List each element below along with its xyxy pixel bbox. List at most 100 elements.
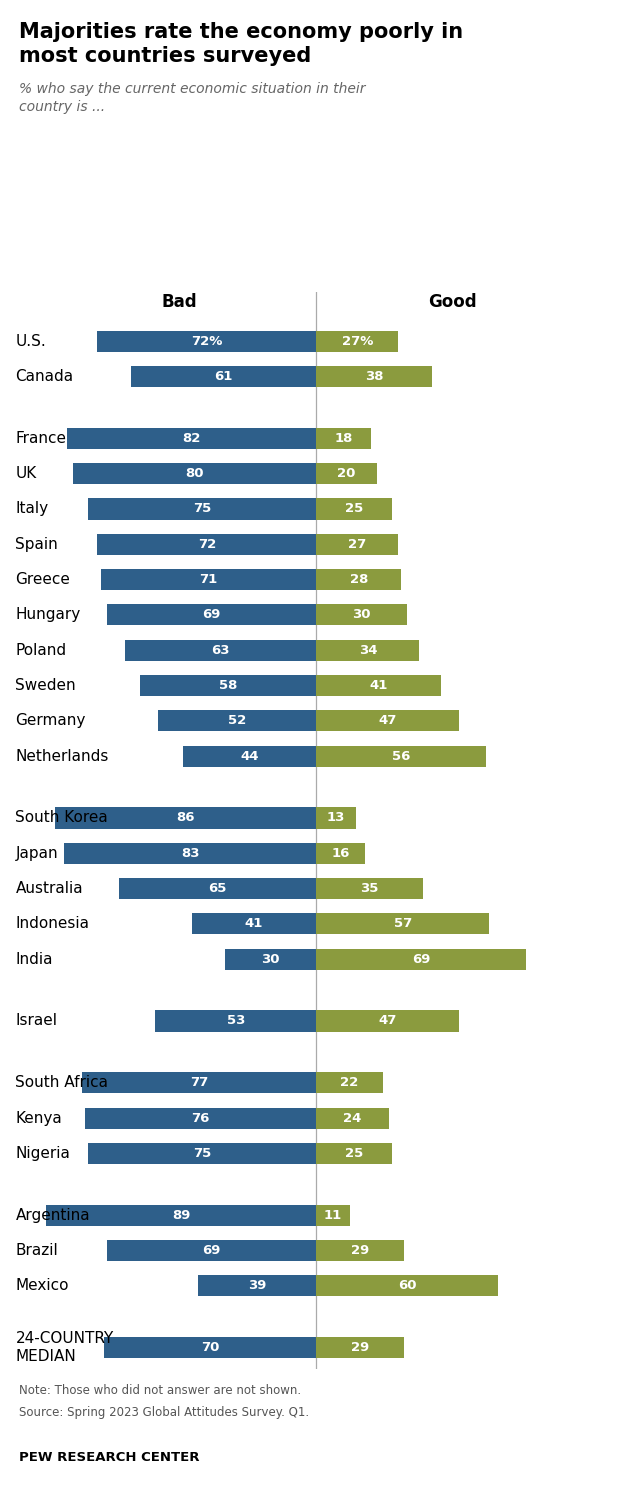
- Text: 75: 75: [193, 1147, 211, 1159]
- Bar: [88, 1143, 316, 1164]
- Text: France: France: [16, 431, 66, 446]
- Bar: [192, 913, 316, 935]
- Text: 61: 61: [215, 370, 232, 383]
- Text: Kenya: Kenya: [16, 1110, 62, 1125]
- Bar: [316, 604, 407, 625]
- Text: 41: 41: [245, 917, 263, 931]
- Text: 41: 41: [370, 679, 388, 693]
- Text: 24: 24: [343, 1112, 362, 1125]
- Text: 25: 25: [345, 503, 363, 516]
- Text: 35: 35: [360, 883, 379, 895]
- Bar: [316, 1275, 498, 1297]
- Bar: [182, 745, 316, 767]
- Bar: [73, 462, 316, 485]
- Text: 76: 76: [192, 1112, 210, 1125]
- Bar: [316, 878, 423, 899]
- Bar: [316, 534, 398, 555]
- Text: 18: 18: [334, 432, 353, 444]
- Text: Good: Good: [428, 293, 477, 311]
- Text: Sweden: Sweden: [16, 678, 76, 693]
- Bar: [140, 675, 316, 696]
- Text: 58: 58: [219, 679, 237, 693]
- Bar: [118, 878, 316, 899]
- Bar: [88, 498, 316, 519]
- Text: 24-COUNTRY
MEDIAN: 24-COUNTRY MEDIAN: [16, 1331, 113, 1364]
- Bar: [198, 1275, 316, 1297]
- Text: Source: Spring 2023 Global Attitudes Survey. Q1.: Source: Spring 2023 Global Attitudes Sur…: [19, 1406, 309, 1420]
- Text: South Africa: South Africa: [16, 1076, 108, 1091]
- Bar: [316, 498, 392, 519]
- Text: Hungary: Hungary: [16, 607, 81, 622]
- Bar: [107, 1240, 316, 1261]
- Bar: [55, 808, 316, 829]
- Bar: [86, 1107, 316, 1128]
- Text: PEW RESEARCH CENTER: PEW RESEARCH CENTER: [19, 1451, 199, 1465]
- Text: 44: 44: [240, 749, 259, 763]
- Bar: [316, 745, 486, 767]
- Text: 72%: 72%: [191, 335, 223, 347]
- Bar: [131, 367, 316, 387]
- Bar: [67, 428, 316, 449]
- Text: 20: 20: [337, 467, 356, 480]
- Text: 25: 25: [345, 1147, 363, 1159]
- Text: 29: 29: [351, 1340, 370, 1354]
- Bar: [316, 1240, 404, 1261]
- Text: 27%: 27%: [342, 335, 373, 347]
- Text: 86: 86: [176, 811, 195, 824]
- Text: 65: 65: [208, 883, 227, 895]
- Text: 30: 30: [262, 953, 280, 966]
- Text: 47: 47: [378, 714, 397, 727]
- Text: 47: 47: [378, 1014, 397, 1028]
- Text: 82: 82: [182, 432, 201, 444]
- Text: Netherlands: Netherlands: [16, 748, 109, 763]
- Text: 70: 70: [201, 1340, 219, 1354]
- Text: UK: UK: [16, 467, 37, 482]
- Text: Japan: Japan: [16, 845, 58, 860]
- Bar: [155, 1010, 316, 1032]
- Bar: [125, 640, 316, 661]
- Text: India: India: [16, 951, 53, 966]
- Text: Argentina: Argentina: [16, 1207, 90, 1222]
- Text: 30: 30: [353, 609, 371, 621]
- Text: 72: 72: [198, 537, 216, 551]
- Text: 38: 38: [365, 370, 383, 383]
- Bar: [316, 1010, 459, 1032]
- Text: 52: 52: [228, 714, 246, 727]
- Text: 60: 60: [398, 1279, 417, 1293]
- Text: Nigeria: Nigeria: [16, 1146, 70, 1161]
- Text: 57: 57: [394, 917, 412, 931]
- Bar: [225, 948, 316, 969]
- Text: Israel: Israel: [16, 1013, 58, 1028]
- Text: Spain: Spain: [16, 537, 58, 552]
- Text: 69: 69: [202, 609, 221, 621]
- Text: 28: 28: [350, 573, 368, 586]
- Bar: [97, 534, 316, 555]
- Text: 53: 53: [226, 1014, 245, 1028]
- Bar: [316, 568, 401, 589]
- Text: Greece: Greece: [16, 571, 70, 586]
- Text: U.S.: U.S.: [16, 334, 46, 349]
- Bar: [316, 842, 365, 863]
- Text: 39: 39: [248, 1279, 266, 1293]
- Text: Canada: Canada: [16, 370, 74, 384]
- Bar: [107, 604, 316, 625]
- Bar: [104, 1337, 316, 1358]
- Bar: [316, 808, 356, 829]
- Text: Indonesia: Indonesia: [16, 917, 89, 932]
- Text: 27: 27: [348, 537, 366, 551]
- Bar: [158, 711, 316, 732]
- Bar: [316, 367, 432, 387]
- Bar: [316, 675, 441, 696]
- Bar: [316, 331, 398, 352]
- Text: 71: 71: [199, 573, 218, 586]
- Text: 34: 34: [358, 643, 377, 657]
- Text: Bad: Bad: [162, 293, 197, 311]
- Text: Majorities rate the economy poorly in
most countries surveyed: Majorities rate the economy poorly in mo…: [19, 22, 463, 66]
- Text: 69: 69: [412, 953, 430, 966]
- Text: Germany: Germany: [16, 714, 86, 729]
- Text: 11: 11: [324, 1209, 342, 1222]
- Text: Mexico: Mexico: [16, 1279, 69, 1294]
- Bar: [316, 1107, 389, 1128]
- Bar: [316, 948, 526, 969]
- Text: Note: Those who did not answer are not shown.: Note: Those who did not answer are not s…: [19, 1384, 301, 1397]
